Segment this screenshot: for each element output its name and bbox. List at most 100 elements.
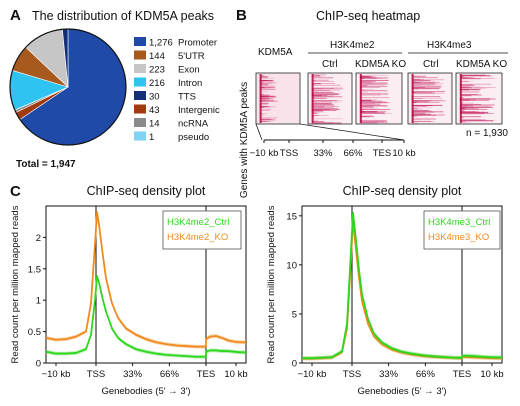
- heatmap-streak: [461, 94, 482, 96]
- legend-category: Intron: [178, 78, 202, 89]
- heatmap-streak: [311, 74, 326, 76]
- heatmap-streak: [411, 114, 436, 116]
- heatmap-streak: [261, 99, 269, 101]
- heatmap-tiles: [255, 72, 503, 141]
- heatmap-streak: [460, 88, 469, 90]
- heatmap-streak: [360, 101, 387, 103]
- heatmap-sub-ctrl-1: Ctrl: [322, 59, 338, 70]
- x-tick-label: 33%: [379, 369, 399, 380]
- density-plot-title: ChIP-seq density plot: [343, 184, 462, 198]
- heatmap-streak: [360, 122, 378, 124]
- heatmap-streak: [311, 94, 339, 96]
- heatmap-streak: [260, 106, 264, 108]
- heatmap-streak: [412, 108, 418, 110]
- heatmap-streak: [461, 75, 493, 77]
- heatmap-streak: [360, 81, 372, 83]
- heatmap-streak: [460, 102, 474, 104]
- heatmap-streak: [460, 107, 475, 109]
- heatmap-streak: [360, 80, 376, 82]
- y-tick-label: 1.5: [28, 264, 41, 275]
- heatmap-streak: [360, 104, 381, 106]
- heatmap-streak: [360, 110, 364, 112]
- heatmap-streak: [412, 121, 435, 122]
- heatmap-streak: [260, 76, 269, 78]
- heatmap-streak: [412, 104, 442, 106]
- heatmap-streak: [360, 79, 389, 81]
- heatmap-streak: [461, 112, 489, 114]
- heatmap-streak: [360, 109, 364, 111]
- heatmap-streak: [461, 77, 467, 79]
- heatmap-streak: [413, 105, 428, 107]
- heatmap-tile: [355, 72, 403, 125]
- density-plot-h3k4me3: ChIP-seq density plot Read count per mill…: [266, 184, 504, 397]
- heatmap-streak: [313, 80, 334, 82]
- heatmap-streak: [260, 121, 271, 123]
- heatmap-streak: [313, 77, 334, 79]
- heatmap-streak: [412, 92, 436, 94]
- y-tick-label: 10: [286, 260, 297, 271]
- heatmap-streak: [361, 109, 390, 110]
- heatmap-streak: [312, 108, 316, 110]
- heatmap-streak: [412, 118, 421, 120]
- heatmap-streak: [459, 89, 480, 91]
- heatmap-streak: [361, 78, 364, 80]
- plot-frame: [45, 205, 247, 364]
- heatmap-streak: [312, 118, 344, 120]
- heatmap-streak: [312, 86, 343, 88]
- heatmap-streak: [459, 110, 476, 112]
- heatmap-streak: [413, 109, 429, 111]
- heatmap-streak: [313, 121, 324, 123]
- density-plot-h3k4me2: ChIP-seq density plot Read count per mill…: [10, 184, 248, 397]
- heatmap-streak: [313, 102, 332, 104]
- heatmap-streak: [412, 80, 424, 82]
- y-tick-label: 15: [286, 211, 297, 222]
- heatmap-streak: [460, 86, 470, 88]
- heatmap-streak: [411, 80, 436, 82]
- heatmap-streak: [461, 78, 481, 80]
- heatmap-streak: [260, 109, 272, 111]
- heatmap-streak: [459, 80, 473, 82]
- heatmap-streak: [313, 98, 324, 100]
- legend-entry: H3K4me2_KO: [167, 232, 228, 243]
- heatmap-streak: [361, 103, 376, 105]
- x-tick-label: TSS: [343, 369, 361, 380]
- heatmap-streak: [311, 101, 317, 103]
- heatmap-axis-tick-label: 10 kb: [392, 148, 415, 159]
- heatmap-streak: [360, 84, 385, 86]
- heatmap-streak: [412, 102, 440, 103]
- heatmap-streak: [411, 78, 424, 80]
- y-tick-label: 0: [36, 359, 41, 370]
- heatmap-streak: [260, 103, 268, 105]
- zoom-line-right: [299, 123, 405, 141]
- heatmap-streak: [311, 79, 329, 81]
- heatmap-streak: [359, 97, 390, 99]
- heatmap-streak: [259, 80, 272, 82]
- heatmap-streak: [460, 87, 487, 89]
- x-tick-label: 66%: [416, 369, 436, 380]
- heatmap-streak: [411, 87, 431, 89]
- heatmap-n-label: n = 1,930: [466, 128, 508, 139]
- heatmap-streak: [260, 95, 275, 97]
- x-tick-label: 10 kb: [480, 369, 503, 380]
- heatmap-streak: [460, 84, 492, 86]
- heatmap-streak: [413, 84, 437, 86]
- heatmap-streak: [460, 87, 472, 89]
- heatmap-streak: [360, 77, 383, 79]
- heatmap-streak: [312, 122, 334, 124]
- heatmap-sub-ko-1: KDM5A KO: [355, 59, 406, 70]
- heatmap-streak: [413, 114, 424, 116]
- heatmap-streak: [312, 96, 343, 98]
- heatmap-streak: [312, 104, 335, 106]
- heatmap-streak: [412, 115, 418, 117]
- heatmap-streak: [261, 100, 278, 102]
- heatmap-streak: [411, 86, 442, 88]
- heatmap-streak: [260, 109, 270, 111]
- heatmap-streak: [313, 88, 344, 90]
- heatmap-streak: [412, 80, 431, 82]
- heatmap-streak: [413, 79, 421, 81]
- heatmap-streak: [412, 90, 446, 92]
- heatmap-streak: [259, 117, 270, 119]
- series-line-h3k4me2_ko: [45, 211, 246, 348]
- heatmap-streak: [312, 93, 341, 95]
- heatmap-streak: [312, 101, 332, 103]
